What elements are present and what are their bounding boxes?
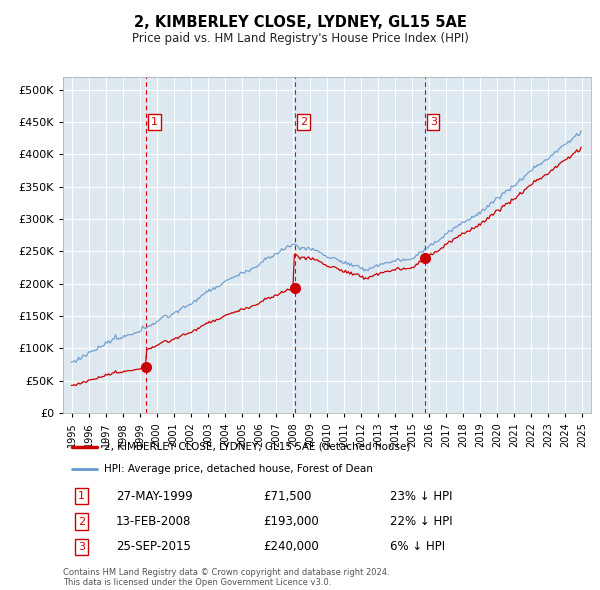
Text: 25-SEP-2015: 25-SEP-2015: [116, 540, 191, 553]
Text: 22% ↓ HPI: 22% ↓ HPI: [391, 515, 453, 528]
Text: £193,000: £193,000: [263, 515, 319, 528]
Text: 3: 3: [78, 542, 85, 552]
Text: HPI: Average price, detached house, Forest of Dean: HPI: Average price, detached house, Fore…: [104, 464, 373, 474]
Text: £71,500: £71,500: [263, 490, 312, 503]
Text: This data is licensed under the Open Government Licence v3.0.: This data is licensed under the Open Gov…: [63, 578, 331, 587]
Text: 13-FEB-2008: 13-FEB-2008: [116, 515, 191, 528]
Text: 27-MAY-1999: 27-MAY-1999: [116, 490, 193, 503]
Text: 23% ↓ HPI: 23% ↓ HPI: [391, 490, 453, 503]
Text: Contains HM Land Registry data © Crown copyright and database right 2024.: Contains HM Land Registry data © Crown c…: [63, 568, 389, 576]
Text: 2: 2: [78, 516, 85, 526]
Text: 2: 2: [300, 117, 307, 127]
Text: Price paid vs. HM Land Registry's House Price Index (HPI): Price paid vs. HM Land Registry's House …: [131, 32, 469, 45]
Text: £240,000: £240,000: [263, 540, 319, 553]
Text: 1: 1: [151, 117, 158, 127]
Text: 3: 3: [430, 117, 437, 127]
Text: 2, KIMBERLEY CLOSE, LYDNEY, GL15 5AE (detached house): 2, KIMBERLEY CLOSE, LYDNEY, GL15 5AE (de…: [104, 442, 410, 452]
Text: 2, KIMBERLEY CLOSE, LYDNEY, GL15 5AE: 2, KIMBERLEY CLOSE, LYDNEY, GL15 5AE: [134, 15, 466, 30]
Text: 1: 1: [78, 491, 85, 501]
Text: 6% ↓ HPI: 6% ↓ HPI: [391, 540, 445, 553]
